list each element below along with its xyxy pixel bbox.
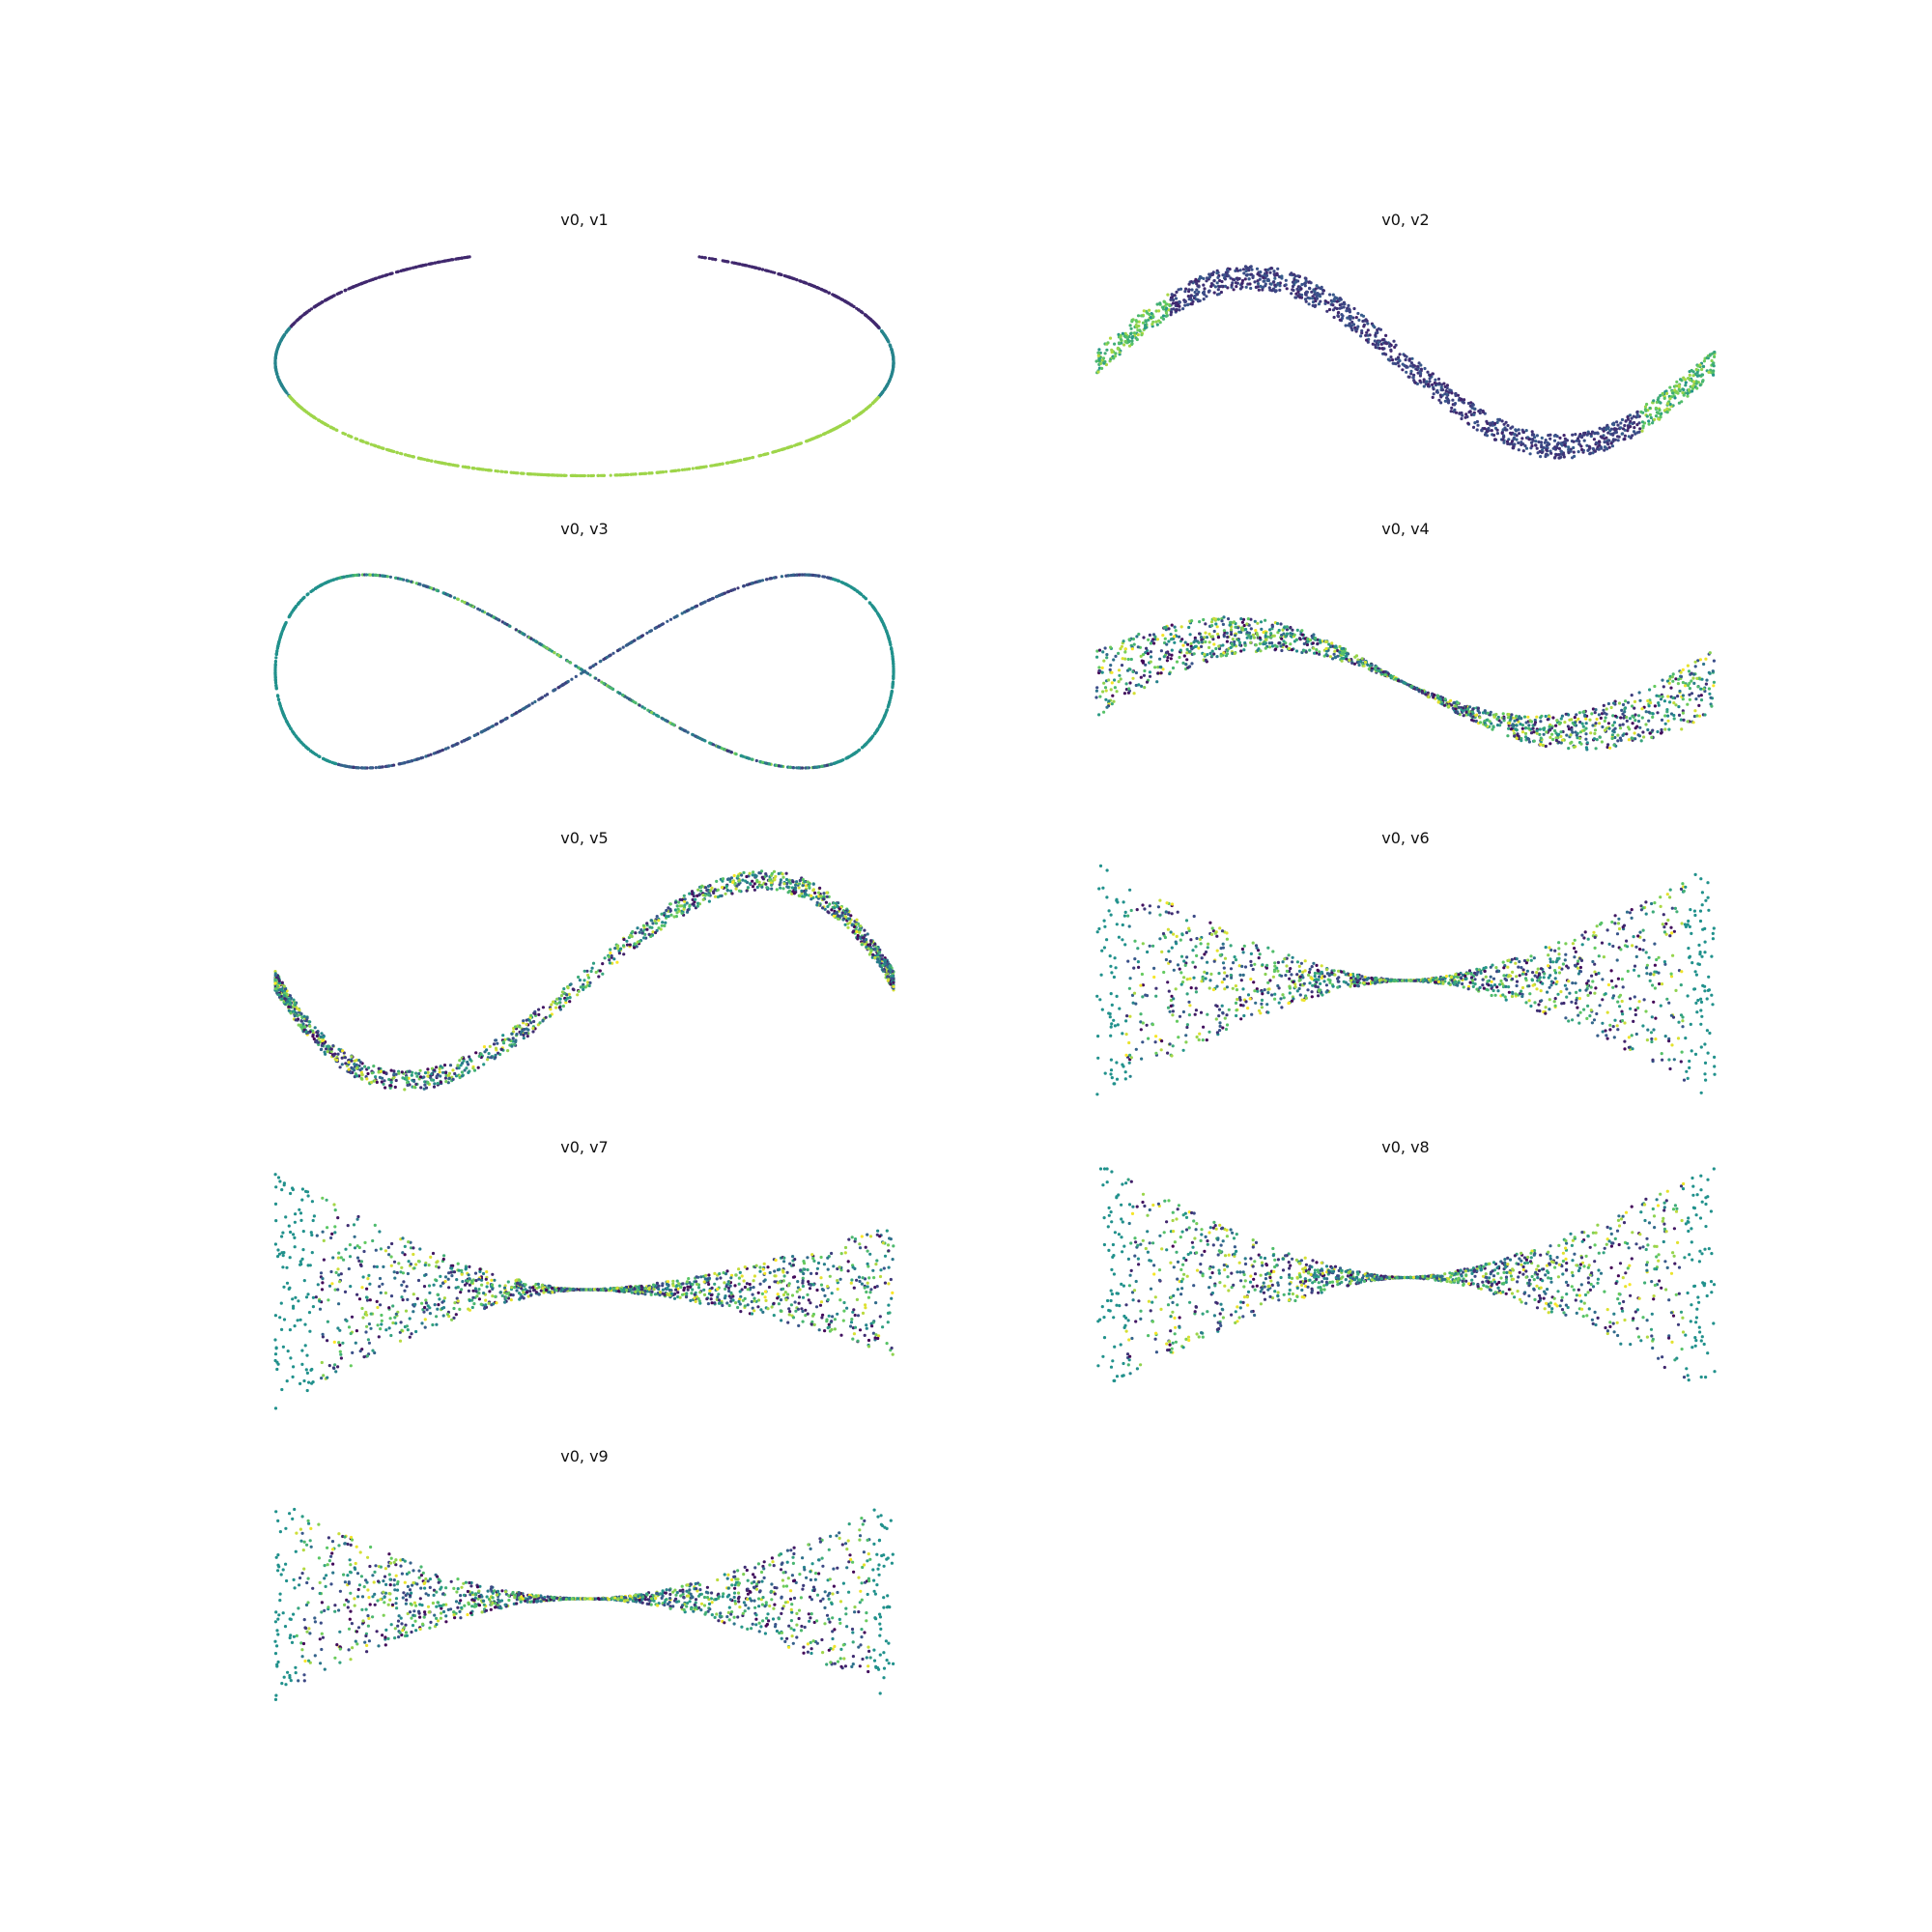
panel-title-v0-v5: v0, v5 [560, 829, 609, 847]
panel-title-v0-v6: v0, v6 [1381, 829, 1430, 847]
scatter-points-panel-3 [273, 573, 895, 770]
scatter-points-panel-1 [273, 255, 895, 478]
panel-title-v0-v1: v0, v1 [560, 211, 609, 229]
scatter-points-panel-6 [1095, 864, 1717, 1096]
scatter-points-panel-9 [273, 1507, 895, 1701]
scatter-points-panel-8 [1096, 1167, 1717, 1382]
scatter-points-panel-2 [1094, 265, 1717, 460]
scatter-points-panel-5 [273, 869, 895, 1092]
scatter-points-panel-7 [273, 1173, 895, 1410]
panel-title-v0-v4: v0, v4 [1381, 520, 1430, 538]
scatter-points-panel-4 [1094, 615, 1716, 752]
panel-title-v0-v2: v0, v2 [1381, 211, 1430, 229]
panel-title-v0-v7: v0, v7 [560, 1138, 609, 1156]
panel-title-v0-v8: v0, v8 [1381, 1138, 1430, 1156]
panel-title-v0-v9: v0, v9 [560, 1447, 609, 1465]
panel-title-v0-v3: v0, v3 [560, 520, 609, 538]
